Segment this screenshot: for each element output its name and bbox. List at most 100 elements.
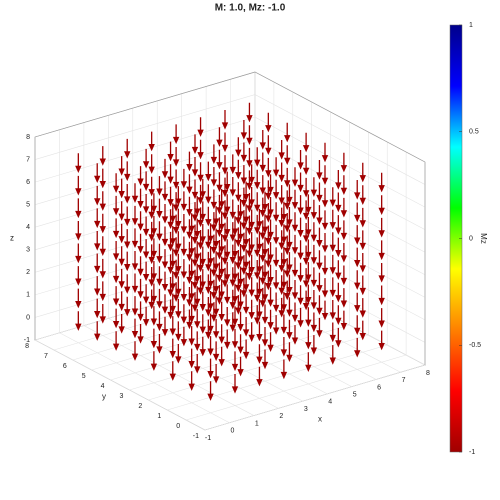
arrow: [240, 142, 248, 163]
arrow: [221, 132, 229, 153]
arrow: [321, 210, 329, 231]
grid-line: [129, 324, 350, 391]
arrow: [291, 212, 299, 232]
arrow: [378, 195, 385, 215]
arrow: [199, 269, 206, 289]
arrow: [316, 317, 323, 338]
arrow: [224, 171, 231, 192]
arrow: [272, 247, 280, 268]
arrow: [137, 278, 144, 299]
arrow: [335, 215, 342, 235]
arrow: [169, 225, 176, 246]
arrow: [340, 152, 348, 173]
arrow: [261, 214, 269, 234]
arrow: [118, 268, 125, 289]
x-tick-label: 7: [402, 377, 406, 384]
z-tick-label: 7: [26, 156, 30, 163]
arrow: [124, 183, 131, 204]
arrow: [212, 341, 220, 362]
z-axis-label: z: [10, 234, 14, 243]
arrow: [291, 279, 299, 300]
arrow: [237, 221, 244, 242]
arrow: [191, 134, 199, 155]
arrow: [172, 124, 180, 145]
arrow: [148, 131, 155, 152]
arrow: [118, 246, 125, 266]
arrow: [212, 273, 220, 294]
arrow: [186, 174, 193, 194]
arrow: [246, 147, 253, 168]
arrow: [207, 336, 214, 356]
arrow: [124, 296, 131, 317]
arrow: [261, 304, 269, 325]
grid-line: [34, 339, 206, 431]
arrow: [231, 328, 239, 349]
arrow: [237, 289, 244, 309]
arrow: [124, 138, 131, 159]
arrow: [156, 243, 163, 264]
arrow: [75, 311, 82, 331]
arrow: [218, 301, 225, 322]
grid-line: [34, 139, 256, 205]
arrow: [254, 169, 261, 190]
z-tick-label: 6: [26, 179, 30, 186]
arrow: [305, 329, 312, 350]
arrow: [261, 349, 269, 370]
arrow: [137, 301, 144, 322]
arrows: [75, 102, 385, 401]
x-tick-label: 1: [255, 420, 259, 427]
arrow: [75, 266, 82, 286]
grid-line: [186, 354, 407, 421]
arrow: [161, 249, 169, 269]
arrow: [286, 229, 293, 250]
arrow: [180, 213, 188, 234]
arrow: [272, 202, 280, 222]
arrow: [142, 171, 150, 192]
arrow: [191, 179, 199, 200]
arrow: [199, 291, 206, 312]
chart-title: M: 1.0, Mz: -1.0: [215, 3, 286, 14]
arrow: [329, 254, 336, 275]
arrow: [297, 307, 304, 328]
arrow: [99, 146, 106, 166]
arrow: [94, 276, 101, 296]
arrow: [297, 172, 304, 193]
arrow: [194, 286, 201, 306]
arrow: [284, 167, 291, 188]
arrow: [207, 268, 214, 289]
arrow: [75, 198, 82, 219]
arrow: [112, 195, 120, 216]
y-tick-label: 0: [176, 423, 180, 430]
arrow: [186, 151, 193, 172]
arrow: [169, 361, 176, 381]
arrow: [142, 261, 150, 282]
grid-line: [72, 294, 293, 361]
arrow: [321, 142, 329, 163]
arrow: [131, 273, 139, 294]
arrow: [150, 193, 158, 213]
arrow: [142, 216, 150, 237]
z-tick-label: 1: [26, 292, 30, 299]
z-tick-label: 2: [26, 269, 30, 276]
arrow: [359, 185, 366, 205]
arrow: [305, 239, 312, 260]
arrow: [137, 166, 144, 186]
arrow: [99, 281, 106, 302]
arrow: [310, 267, 318, 288]
arrow: [280, 336, 288, 357]
arrow: [302, 132, 310, 153]
arrow: [321, 165, 329, 185]
arrow: [291, 257, 299, 278]
arrow: [161, 316, 169, 337]
arrow: [242, 294, 250, 315]
arrow: [94, 253, 101, 274]
x-tick-label: 4: [328, 399, 332, 406]
arrow: [216, 149, 223, 170]
arrow: [218, 256, 225, 277]
arrow: [321, 300, 329, 321]
arrow: [210, 144, 218, 165]
arrow: [216, 127, 223, 147]
arrow: [256, 321, 263, 342]
arrow: [280, 269, 288, 289]
arrow: [267, 219, 274, 240]
